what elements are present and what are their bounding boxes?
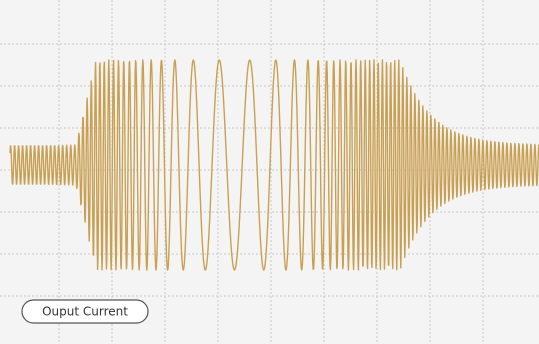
trace-label: Ouput Current xyxy=(42,305,128,319)
label-box xyxy=(21,299,149,324)
waveform xyxy=(9,59,539,271)
